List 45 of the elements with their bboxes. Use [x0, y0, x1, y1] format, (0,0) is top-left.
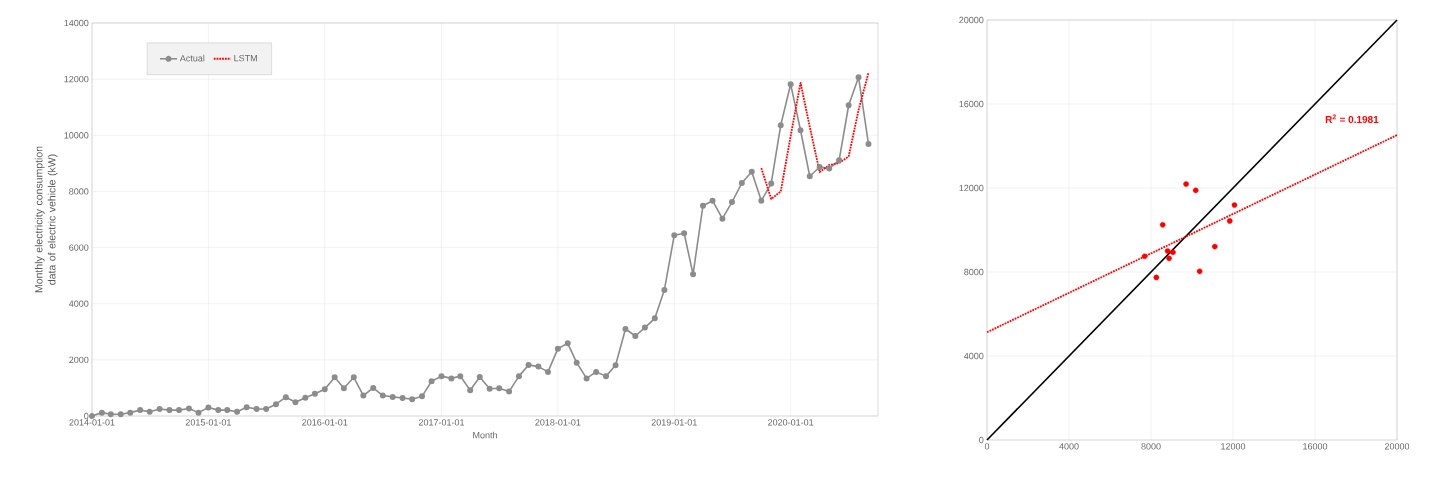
line-series: [760, 72, 870, 200]
y-tick-label: 6000: [69, 244, 89, 251]
x-axis-title: Month: [473, 431, 497, 439]
point: [1226, 218, 1233, 224]
point: [1153, 274, 1160, 281]
x-tick-label: 16000: [1303, 443, 1328, 450]
y-tick-label: 2000: [69, 356, 89, 364]
legend-label: LSTM: [234, 54, 257, 62]
annotation: R$^{2}$ = 0.1981: [1325, 114, 1379, 123]
x-tick-label: 2014-01-01: [69, 419, 115, 426]
point: [1141, 253, 1148, 260]
point: [1166, 255, 1172, 262]
legend-label: Actual: [179, 54, 205, 62]
x-tick-label: 2020-01-01: [768, 419, 814, 426]
point: [1170, 249, 1176, 256]
point: [1196, 268, 1203, 275]
point: [1159, 221, 1166, 228]
x-tick-label: 4000: [1059, 443, 1079, 450]
x-tick-label: 2019-01-01: [651, 419, 697, 426]
x-tick-label: 12000: [1221, 443, 1246, 450]
point: [1183, 181, 1189, 187]
y-tick-label: 0: [84, 412, 89, 420]
point: [1192, 187, 1199, 194]
point: [1211, 243, 1218, 250]
x-tick-label: 2016-01-01: [302, 419, 348, 426]
y-tick-label: 14000: [64, 19, 89, 27]
x-tick-label: 20000: [1384, 443, 1410, 450]
y-tick-label: 0: [979, 436, 984, 444]
y-tick-label: 8000: [964, 268, 984, 276]
x-tick-label: 8000: [1141, 443, 1161, 450]
point: [1164, 248, 1171, 254]
y-tick-label: 8000: [69, 188, 89, 195]
y-tick-label: 4000: [68, 300, 89, 307]
x-tick-label: 2018-01-01: [535, 419, 581, 426]
x-tick-label: 0: [984, 443, 990, 450]
y-axis-title: Monthly electricity consumption data of electric vehicle (kW): [34, 146, 58, 293]
point: [1231, 202, 1238, 208]
y-tick-label: 20000: [959, 16, 984, 24]
y-tick-label: 16000: [959, 100, 984, 108]
y-tick-label: 10000: [64, 132, 89, 139]
y-tick-label: 12000: [64, 75, 89, 83]
y-tick-label: 4000: [963, 352, 984, 360]
y-tick-label: 12000: [959, 184, 984, 192]
x-tick-label: 2015-01-01: [185, 419, 231, 426]
x-tick-label: 2017-01-01: [418, 419, 465, 426]
